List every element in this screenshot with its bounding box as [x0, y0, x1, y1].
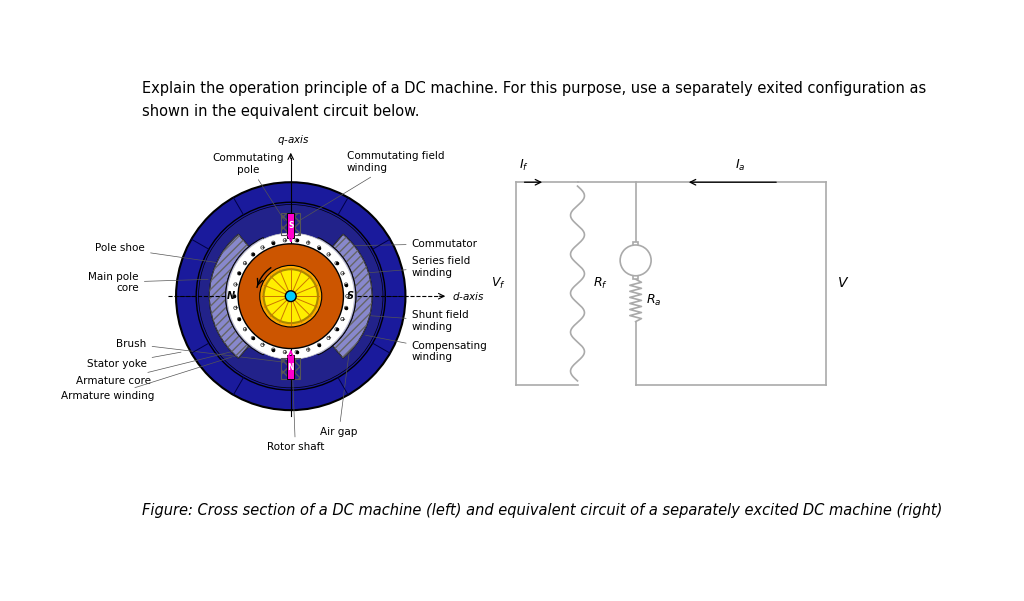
Wedge shape	[315, 237, 356, 355]
Text: Pole shoe: Pole shoe	[95, 243, 223, 263]
Circle shape	[227, 233, 354, 359]
FancyBboxPatch shape	[634, 275, 638, 279]
Text: N: N	[227, 291, 236, 301]
Circle shape	[263, 269, 317, 323]
Circle shape	[238, 272, 241, 275]
Text: Commutating
pole: Commutating pole	[212, 153, 285, 221]
Text: +: +	[306, 347, 310, 352]
Text: +: +	[233, 305, 238, 310]
Text: S: S	[288, 221, 294, 230]
Text: +: +	[327, 335, 331, 340]
Wedge shape	[209, 234, 249, 358]
Text: $E_a$: $E_a$	[629, 253, 643, 268]
Text: Stator yoke: Stator yoke	[87, 352, 181, 369]
Text: Armature winding: Armature winding	[61, 357, 231, 401]
Text: +: +	[283, 350, 287, 355]
Circle shape	[261, 246, 264, 249]
Text: Commutating field
winding: Commutating field winding	[298, 151, 444, 222]
Circle shape	[244, 261, 247, 265]
Circle shape	[260, 266, 322, 327]
FancyBboxPatch shape	[288, 355, 294, 379]
Text: +: +	[243, 327, 248, 332]
Circle shape	[286, 291, 296, 302]
Text: +: +	[306, 240, 310, 245]
Text: +: +	[243, 261, 248, 266]
Text: Commutator: Commutator	[298, 239, 477, 249]
Text: $I_a$: $I_a$	[735, 158, 745, 173]
Text: +: +	[260, 245, 265, 250]
Circle shape	[283, 239, 287, 242]
FancyBboxPatch shape	[288, 213, 294, 237]
Circle shape	[341, 317, 344, 321]
Text: N: N	[288, 362, 294, 371]
Circle shape	[306, 241, 310, 245]
Text: Brush: Brush	[117, 339, 284, 362]
Circle shape	[176, 182, 406, 410]
Circle shape	[271, 348, 275, 352]
Text: Series field
winding: Series field winding	[368, 256, 470, 278]
Text: Explain the operation principle of a DC machine. For this purpose, use a separat: Explain the operation principle of a DC …	[142, 81, 926, 119]
Circle shape	[233, 283, 238, 286]
Circle shape	[344, 283, 348, 286]
Circle shape	[244, 328, 247, 331]
Text: +: +	[340, 271, 345, 276]
Text: S: S	[347, 291, 354, 301]
Circle shape	[238, 244, 343, 349]
Circle shape	[621, 245, 651, 276]
Circle shape	[271, 241, 275, 245]
Circle shape	[317, 343, 321, 347]
Wedge shape	[333, 234, 372, 358]
Text: +: +	[340, 317, 345, 322]
Circle shape	[306, 348, 310, 352]
Text: +: +	[327, 252, 331, 257]
Text: +: +	[260, 343, 265, 347]
FancyBboxPatch shape	[634, 242, 638, 246]
Text: $R_f$: $R_f$	[593, 276, 608, 291]
Text: $q$-axis: $q$-axis	[278, 133, 310, 147]
Circle shape	[295, 350, 298, 354]
Circle shape	[327, 337, 331, 340]
Circle shape	[327, 253, 331, 256]
Text: $V_f$: $V_f$	[492, 276, 506, 291]
Text: Rotor shaft: Rotor shaft	[266, 330, 324, 453]
Circle shape	[232, 294, 236, 298]
Circle shape	[251, 253, 255, 256]
Text: +: +	[233, 282, 238, 287]
Text: Compensating
winding: Compensating winding	[366, 335, 487, 362]
Text: $R_a$: $R_a$	[646, 293, 662, 308]
Text: Air gap: Air gap	[321, 352, 357, 437]
Text: $V$: $V$	[838, 276, 850, 290]
Circle shape	[238, 317, 241, 321]
Text: +: +	[345, 294, 350, 299]
Circle shape	[283, 350, 287, 354]
Circle shape	[346, 294, 349, 298]
Circle shape	[335, 328, 338, 331]
Text: Figure: Cross section of a DC machine (left) and equivalent circuit of a separat: Figure: Cross section of a DC machine (l…	[142, 503, 942, 518]
Text: +: +	[283, 238, 287, 243]
Text: Main pole
core: Main pole core	[88, 272, 208, 293]
Wedge shape	[225, 237, 266, 355]
Circle shape	[344, 306, 348, 310]
Circle shape	[251, 337, 255, 340]
Circle shape	[197, 203, 385, 390]
Text: $d$-axis: $d$-axis	[452, 290, 484, 302]
Circle shape	[295, 239, 298, 242]
Circle shape	[317, 246, 321, 249]
Circle shape	[199, 204, 383, 388]
Text: Shunt field
winding: Shunt field winding	[358, 310, 468, 332]
Circle shape	[335, 261, 338, 265]
Text: $I_f$: $I_f$	[519, 158, 529, 173]
Circle shape	[341, 272, 344, 275]
Circle shape	[261, 343, 264, 347]
Circle shape	[233, 306, 238, 310]
Text: Armature core: Armature core	[76, 344, 260, 386]
